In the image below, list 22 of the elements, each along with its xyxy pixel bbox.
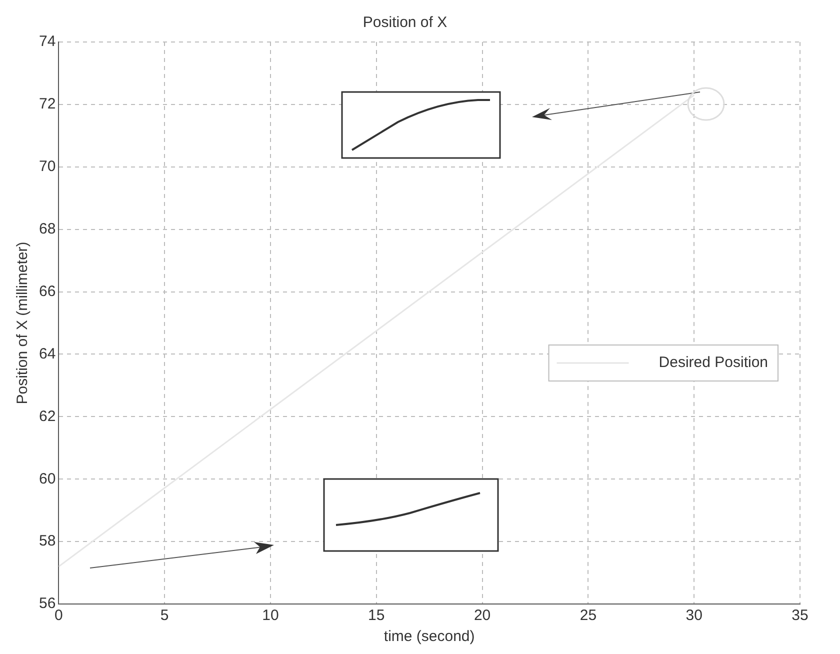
- x-tick-label: 25: [580, 607, 597, 624]
- legend-label: Desired Position: [658, 354, 768, 372]
- x-tick-label: 15: [368, 607, 385, 624]
- x-tick-label: 0: [54, 607, 63, 624]
- x-tick-label: 10: [262, 607, 279, 624]
- y-tick-label: 60: [38, 470, 56, 488]
- y-axis-title: Position of X (millimeter): [14, 242, 32, 404]
- y-tick-label: 58: [38, 532, 56, 550]
- x-tick-label: 5: [160, 607, 169, 624]
- x-axis-title: time (second): [384, 628, 475, 646]
- x-tick-label: 30: [686, 607, 702, 624]
- y-tick-label: 72: [38, 96, 56, 113]
- x-tick-label: 20: [474, 607, 491, 624]
- y-tick-label: 64: [38, 345, 56, 362]
- chart-title: Position of X: [362, 14, 448, 32]
- y-tick-label: 70: [38, 158, 56, 176]
- y-tick-label: 66: [38, 282, 56, 300]
- y-tick-label: 62: [38, 408, 56, 425]
- y-tick-label: 74: [38, 33, 56, 50]
- y-tick-label: 68: [38, 220, 56, 238]
- y-tick-label: 56: [38, 595, 56, 612]
- x-tick-label: 35: [792, 607, 808, 624]
